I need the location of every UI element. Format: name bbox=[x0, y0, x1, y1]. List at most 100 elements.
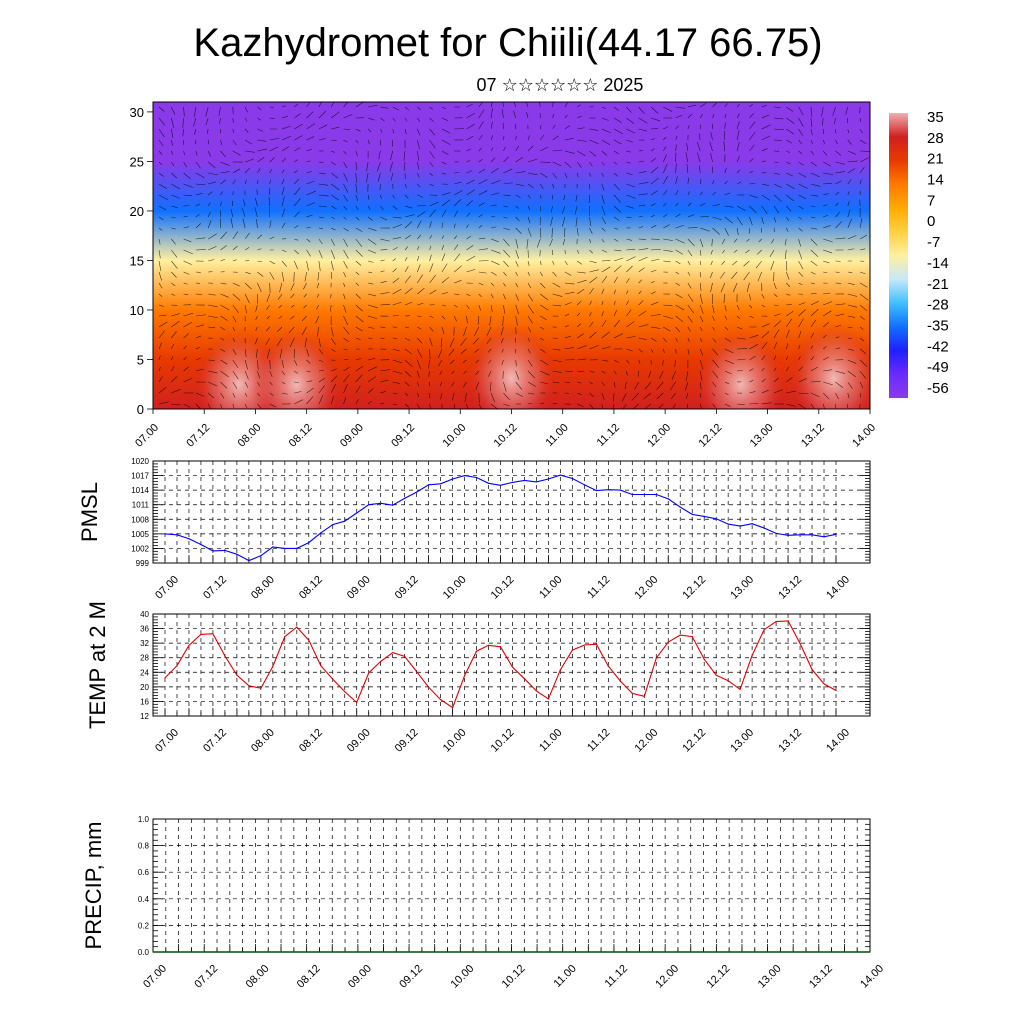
wind-vector bbox=[564, 335, 572, 339]
wind-vector bbox=[564, 137, 574, 141]
wind-vector bbox=[208, 315, 218, 318]
wind-vector bbox=[736, 315, 741, 319]
y-tick-label: 25 bbox=[130, 154, 144, 169]
wind-vector bbox=[687, 104, 697, 108]
wind-vector bbox=[417, 288, 425, 295]
wind-vector bbox=[489, 315, 492, 326]
wind-vector bbox=[490, 249, 501, 254]
wind-vector bbox=[466, 179, 475, 185]
wind-vector bbox=[220, 326, 226, 331]
wind-vector bbox=[761, 323, 770, 328]
wind-vector bbox=[429, 315, 434, 318]
wind-vector bbox=[685, 392, 689, 399]
wind-vector bbox=[540, 161, 551, 163]
wind-vector bbox=[380, 238, 390, 242]
wind-vector bbox=[441, 150, 449, 155]
wind-vector bbox=[158, 216, 164, 221]
data-point bbox=[357, 951, 359, 953]
wind-vector bbox=[576, 300, 582, 306]
x-tick-label: 08.12 bbox=[297, 574, 325, 602]
wind-vector bbox=[438, 348, 443, 359]
wind-vector bbox=[710, 249, 713, 255]
wind-vector bbox=[724, 205, 734, 208]
x-tick-label: 11.00 bbox=[537, 574, 564, 601]
wind-vector bbox=[835, 324, 842, 328]
x-tick-label: 07.00 bbox=[153, 574, 181, 602]
wind-vector bbox=[378, 150, 381, 160]
wind-vector bbox=[638, 117, 648, 124]
wind-vector bbox=[306, 136, 315, 141]
wind-vector bbox=[503, 381, 507, 392]
wind-vector bbox=[343, 194, 348, 202]
wind-vector bbox=[626, 300, 629, 306]
wind-vector bbox=[306, 214, 313, 218]
wind-vector bbox=[613, 265, 622, 273]
data-point bbox=[574, 951, 577, 953]
wind-vector bbox=[638, 248, 649, 251]
wind-vector bbox=[577, 288, 585, 295]
data-point bbox=[587, 951, 589, 953]
wind-vector bbox=[822, 392, 830, 400]
wind-vector bbox=[195, 314, 206, 317]
wind-vector bbox=[670, 392, 676, 400]
wind-vector bbox=[798, 150, 802, 154]
data-point bbox=[626, 951, 628, 953]
wind-vector bbox=[281, 105, 287, 108]
data-point bbox=[200, 543, 202, 546]
data-point bbox=[308, 542, 310, 544]
wind-vector bbox=[589, 381, 594, 385]
colorbar-label: -56 bbox=[927, 380, 949, 397]
wind-vector bbox=[306, 260, 309, 271]
wind-vector bbox=[563, 194, 566, 201]
wind-vector bbox=[417, 117, 421, 122]
wind-vector bbox=[343, 397, 347, 405]
wind-vector bbox=[318, 124, 328, 130]
wind-vector bbox=[687, 177, 690, 185]
wind-vector bbox=[171, 117, 174, 128]
wind-vector bbox=[404, 194, 409, 199]
wind-vector bbox=[206, 128, 209, 134]
wind-vector bbox=[256, 189, 258, 196]
data-point bbox=[523, 479, 526, 481]
wind-vector bbox=[220, 191, 223, 196]
wind-vector bbox=[355, 161, 358, 171]
wind-vector bbox=[255, 326, 258, 332]
wind-vector bbox=[331, 150, 336, 153]
data-point bbox=[472, 951, 474, 953]
wind-vector bbox=[798, 183, 808, 189]
wind-vector bbox=[712, 227, 720, 235]
wind-vector bbox=[675, 348, 677, 354]
wind-vector bbox=[487, 348, 492, 353]
wind-vector bbox=[589, 269, 599, 273]
wind-vector bbox=[798, 344, 801, 350]
wind-vector bbox=[195, 150, 198, 156]
wind-vector bbox=[404, 266, 409, 273]
y-tick-label: 1002 bbox=[131, 544, 149, 553]
data-point bbox=[751, 654, 753, 657]
wind-vector bbox=[613, 310, 617, 317]
wind-vector bbox=[675, 135, 678, 141]
x-tick-label: 12.12 bbox=[680, 574, 708, 602]
wind-vector bbox=[773, 128, 784, 131]
data-point bbox=[754, 951, 756, 953]
wind-vector bbox=[786, 343, 789, 350]
wind-vector bbox=[613, 117, 622, 123]
data-point bbox=[368, 672, 370, 674]
wind-vector bbox=[490, 135, 493, 141]
wind-vector bbox=[786, 310, 794, 317]
wind-vector bbox=[564, 370, 573, 372]
wind-vector bbox=[343, 337, 349, 342]
wind-vector bbox=[613, 319, 621, 328]
wind-vector bbox=[171, 376, 178, 383]
wind-vector bbox=[183, 194, 192, 197]
wind-vector bbox=[552, 172, 558, 179]
y-tick-label: 32 bbox=[140, 639, 149, 648]
wind-vector bbox=[589, 161, 593, 167]
wind-vector bbox=[380, 128, 383, 133]
wind-vector bbox=[810, 293, 817, 295]
wind-vector bbox=[303, 304, 307, 309]
wind-vector bbox=[712, 381, 717, 387]
data-point bbox=[818, 951, 820, 953]
wind-vector bbox=[343, 260, 348, 269]
